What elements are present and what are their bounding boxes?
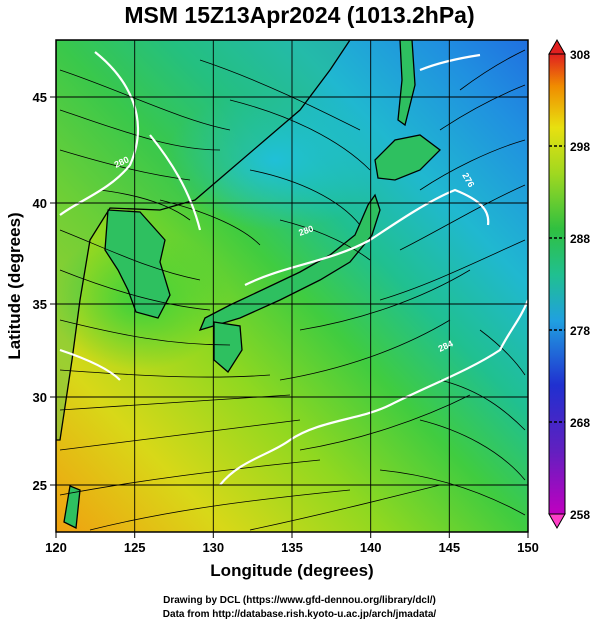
y-tick-label: 40: [33, 196, 47, 211]
colorbar: 308 298 288 278 268 258: [548, 38, 590, 530]
colorbar-scale: [548, 53, 566, 515]
colorbar-label: 288: [570, 232, 590, 246]
russian-coast: [56, 40, 351, 441]
japan-honshu: [198, 193, 381, 332]
x-tick-label: 130: [202, 540, 224, 555]
streamlines: [59, 49, 526, 531]
x-tick-label: 140: [360, 540, 382, 555]
x-tick-label: 120: [45, 540, 67, 555]
x-tick-labels: 120 125 130 135 140 145 150: [45, 540, 539, 555]
japan-kyushu: [213, 321, 243, 373]
colorbar-top-arrow: [548, 38, 566, 55]
sakhalin: [397, 40, 416, 127]
y-tick-label: 30: [33, 390, 47, 405]
x-tick-label: 135: [281, 540, 303, 555]
contour-label: 280: [297, 223, 315, 238]
colorbar-label: 308: [570, 48, 590, 62]
colorbar-label: 268: [570, 416, 590, 430]
colorbar-label: 298: [570, 140, 590, 154]
y-tick-label: 45: [33, 90, 47, 105]
map-title: MSM 15Z13Apr2024 (1013.2hPa): [124, 2, 475, 28]
isotherms: [59, 51, 528, 486]
x-tick-label: 125: [124, 540, 146, 555]
credit-drawing: Drawing by DCL (https://www.gfd-dennou.o…: [163, 595, 436, 606]
japan-hokkaido: [374, 134, 441, 181]
x-tick-label: 150: [517, 540, 539, 555]
y-tick-label: 25: [33, 478, 47, 493]
taiwan: [63, 485, 81, 530]
y-ticks: [50, 96, 56, 486]
x-axis-label: Longitude (degrees): [210, 561, 373, 580]
cold-air-region: [165, 90, 385, 230]
x-tick-label: 145: [438, 540, 460, 555]
y-axis-label: Latitude (degrees): [5, 212, 24, 359]
colorbar-label: 258: [570, 508, 590, 522]
x-ticks: [55, 532, 529, 538]
korean-peninsula: [104, 209, 171, 319]
credit-data: Data from http://database.rish.kyoto-u.a…: [162, 609, 437, 620]
y-tick-label: 35: [33, 297, 47, 312]
y-tick-labels: 25 30 35 40 45: [33, 90, 47, 493]
coastlines: [56, 40, 441, 530]
colorbar-label: 278: [570, 324, 590, 338]
graticule: [56, 40, 528, 532]
colorbar-bottom-arrow: [548, 513, 566, 530]
